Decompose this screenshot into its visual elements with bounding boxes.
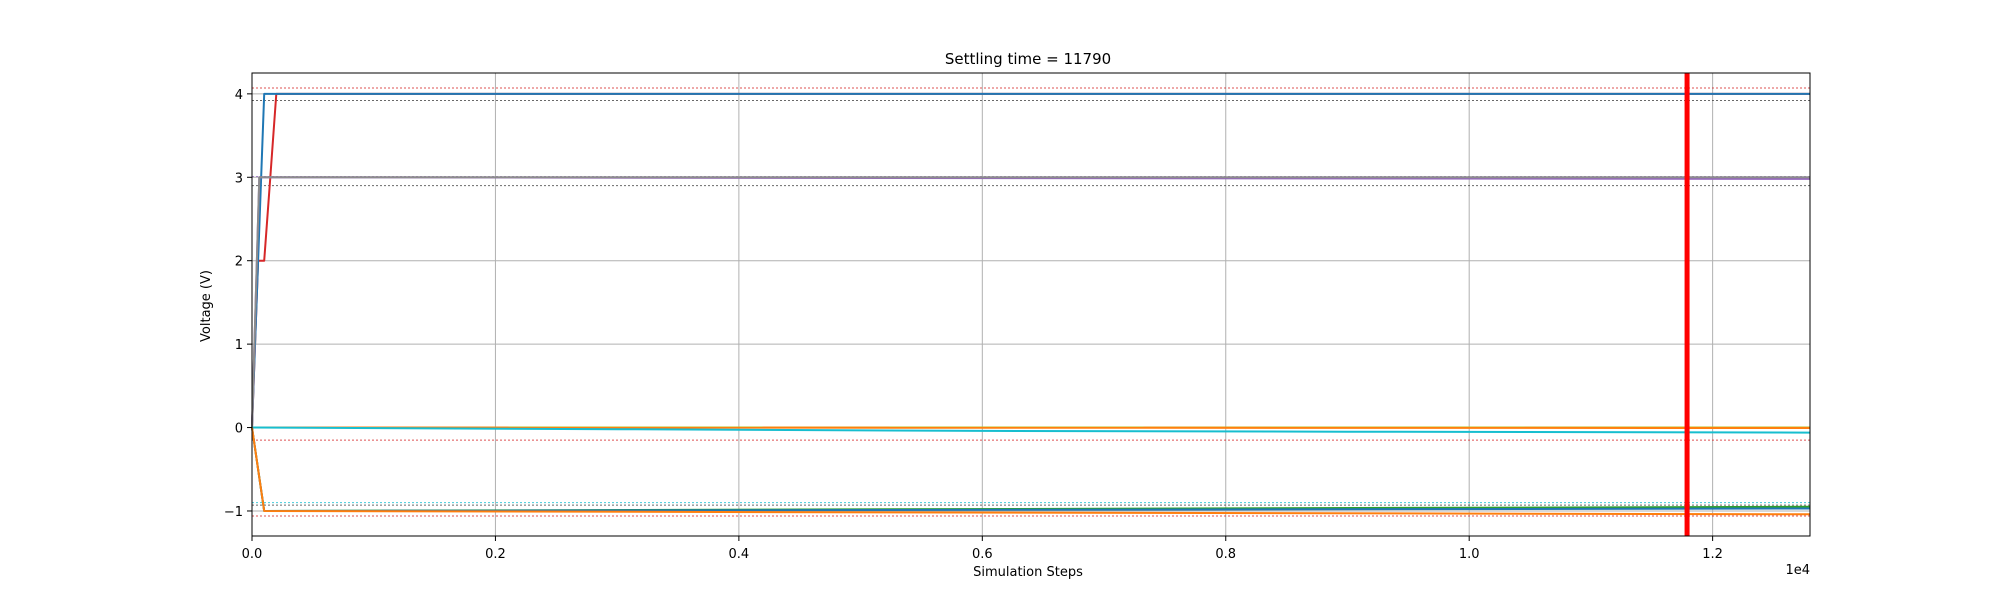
x-tick-label: 0.6 [972, 547, 993, 562]
y-tick-label: 2 [235, 255, 243, 270]
x-tick-label: 1.2 [1702, 547, 1723, 562]
x-tick-label: 0.2 [485, 547, 506, 562]
x-tick-label: 0.0 [242, 547, 263, 562]
tolerance-bands [252, 87, 1810, 517]
y-tick-label: 3 [235, 171, 243, 186]
y-tick-label: −1 [224, 505, 243, 520]
x-tick-label: 1.0 [1459, 547, 1480, 562]
x-tick-label: 0.4 [729, 547, 750, 562]
x-tick-label: 0.8 [1215, 547, 1236, 562]
y-tick-label: 0 [235, 422, 243, 437]
y-tick-label: 4 [235, 88, 243, 103]
grid [251, 73, 1810, 536]
x-axis-label: Simulation Steps [973, 565, 1083, 580]
x-axis: 0.0 0.2 0.4 0.6 0.8 1.0 1.2 [242, 536, 1723, 562]
series-line [251, 426, 1811, 434]
plot-frame [251, 72, 1811, 537]
y-tick-label: 1 [235, 338, 243, 353]
series-line [251, 176, 1811, 428]
series-group [251, 92, 1811, 516]
y-axis: −1 0 1 2 3 4 [224, 88, 252, 520]
series-line [251, 427, 1811, 516]
series-line [251, 426, 1811, 429]
series-line [251, 176, 1810, 428]
chart-title: Settling time = 11790 [945, 50, 1111, 68]
y-axis-label: Voltage (V) [199, 270, 214, 342]
x-axis-multiplier: 1e4 [1785, 563, 1810, 578]
